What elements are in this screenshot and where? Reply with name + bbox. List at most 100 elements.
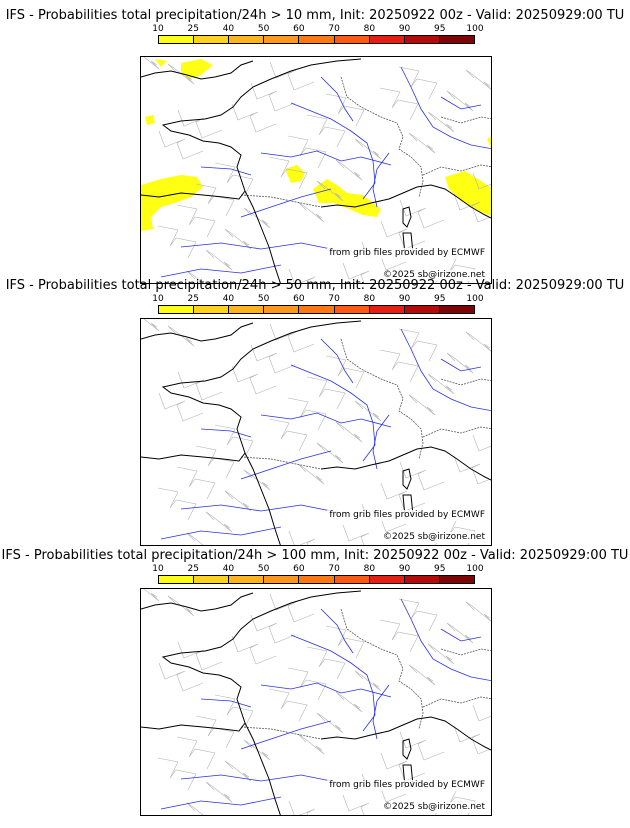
- colorbar-tick-label: 25: [187, 564, 199, 574]
- river: [160, 526, 282, 540]
- map-100mm[interactable]: from grib files provided by ECMWF ©2025 …: [140, 588, 492, 816]
- colorbar-tick-label: 25: [187, 24, 199, 34]
- colorbar-tick-label: 10: [152, 294, 164, 304]
- colorbar-segment: [159, 36, 195, 43]
- colorbar-tick-label: 100: [466, 294, 484, 304]
- river: [372, 152, 390, 208]
- colorbar-segment: [334, 306, 370, 313]
- colorbar-segment: [404, 36, 440, 43]
- colorbar-segment: [229, 306, 265, 313]
- river: [440, 358, 482, 372]
- colorbar-segment: [369, 306, 405, 313]
- source-credit: from grib files provided by ECMWF: [327, 248, 487, 259]
- colorbar: [158, 35, 475, 44]
- colorbar-segment: [334, 576, 370, 583]
- river: [372, 684, 390, 740]
- colorbar-segment: [439, 36, 474, 43]
- colorbar-tick-label: 10: [152, 24, 164, 34]
- map-50mm[interactable]: from grib files provided by ECMWF ©2025 …: [140, 318, 492, 546]
- country-border: [422, 696, 491, 708]
- colorbar-segment: [439, 576, 474, 583]
- colorbar-ticks: 10 25 40 50 60 70 80 90 95 100: [152, 294, 483, 305]
- colorbar-tick-label: 95: [434, 24, 446, 34]
- colorbar-tick-label: 40: [222, 24, 235, 34]
- country-border: [240, 456, 322, 470]
- map-svg: [141, 589, 491, 815]
- river: [200, 698, 252, 708]
- colorbar-tick-label: 90: [398, 294, 411, 304]
- river: [160, 264, 282, 278]
- river: [160, 796, 282, 810]
- country-border: [240, 194, 322, 208]
- colorbar-segment: [334, 36, 370, 43]
- colorbar-tick-label: 90: [398, 24, 411, 34]
- country-border: [240, 726, 322, 740]
- river: [400, 66, 491, 150]
- colorbar-tick-label: 70: [328, 294, 340, 304]
- colorbar-tick-label: 90: [398, 564, 411, 574]
- colorbar-ticks: 10 25 40 50 60 70 80 90 95 100: [152, 564, 483, 575]
- precip-area: [313, 179, 381, 217]
- country-border: [340, 76, 424, 198]
- colorbar-tick-label: 50: [257, 24, 270, 34]
- colorbar-tick-label: 40: [222, 294, 235, 304]
- river: [200, 166, 252, 176]
- river: [200, 428, 252, 438]
- river: [440, 96, 482, 110]
- river: [240, 188, 332, 218]
- river: [400, 328, 491, 412]
- coastline: [141, 322, 254, 342]
- colorbar-ticks: 10 25 40 50 60 70 80 90 95 100: [152, 24, 483, 35]
- copyright-credit: ©2025 sb@irizone.net: [381, 802, 487, 813]
- map-10mm[interactable]: from grib files provided by ECMWF ©2025 …: [140, 56, 492, 284]
- panel-title: IFS - Probabilities total precipitation/…: [1, 548, 629, 563]
- colorbar-segment: [369, 576, 405, 583]
- country-border: [440, 378, 491, 386]
- river: [320, 76, 354, 122]
- colorbar-tick-label: 60: [293, 294, 305, 304]
- river: [260, 412, 392, 428]
- country-border: [440, 116, 491, 124]
- colorbar-segment: [264, 306, 300, 313]
- river: [372, 414, 390, 470]
- colorbar-segment: [404, 306, 440, 313]
- river: [180, 774, 342, 784]
- colorbar-tick-label: 25: [187, 294, 199, 304]
- colorbar-segment: [299, 306, 335, 313]
- colorbar-segment: [404, 576, 440, 583]
- river: [320, 608, 354, 654]
- colorbar-tick-label: 60: [293, 564, 305, 574]
- precip-area: [181, 59, 213, 79]
- colorbar-segment: [159, 306, 195, 313]
- colorbar-segment: [194, 306, 230, 313]
- precip-area: [141, 175, 203, 231]
- country-border: [422, 426, 491, 438]
- map-svg: [141, 57, 491, 283]
- colorbar-tick-label: 100: [466, 24, 484, 34]
- colorbar-segment: [439, 306, 474, 313]
- panel-50mm: IFS - Probabilities total precipitation/…: [0, 278, 630, 546]
- river: [240, 450, 332, 480]
- colorbar: [158, 305, 475, 314]
- colorbar-segment: [264, 576, 300, 583]
- colorbar-segment: [229, 36, 265, 43]
- coastline: [141, 60, 254, 80]
- colorbar-tick-label: 70: [328, 24, 340, 34]
- river: [260, 682, 392, 698]
- source-credit: from grib files provided by ECMWF: [327, 510, 487, 521]
- colorbar-segment: [194, 36, 230, 43]
- precip-area: [145, 115, 155, 125]
- colorbar-segment: [229, 576, 265, 583]
- colorbar-segment: [264, 36, 300, 43]
- colorbar-tick-label: 40: [222, 564, 235, 574]
- colorbar: [158, 575, 475, 584]
- country-border: [440, 648, 491, 656]
- copyright-credit: ©2025 sb@irizone.net: [381, 270, 487, 281]
- panel-title: IFS - Probabilities total precipitation/…: [5, 278, 625, 293]
- colorbar-segment: [299, 36, 335, 43]
- panel-title: IFS - Probabilities total precipitation/…: [5, 8, 625, 23]
- precip-area: [285, 165, 305, 183]
- colorbar-segment: [194, 576, 230, 583]
- colorbar-tick-label: 50: [257, 294, 270, 304]
- colorbar-tick-label: 100: [466, 564, 484, 574]
